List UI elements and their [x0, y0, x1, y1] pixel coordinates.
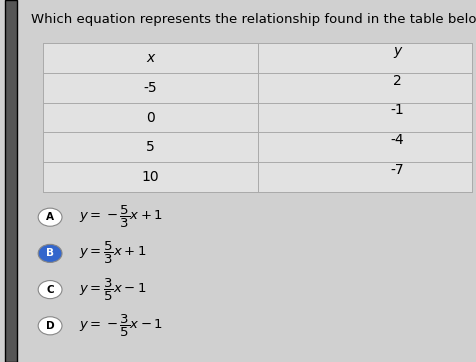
Text: $y = -\dfrac{3}{5}x - 1$: $y = -\dfrac{3}{5}x - 1$	[79, 313, 162, 339]
Text: -1: -1	[389, 103, 403, 117]
Text: 10: 10	[141, 170, 159, 184]
Text: C: C	[46, 285, 54, 295]
Text: y: y	[392, 44, 400, 58]
Text: D: D	[46, 321, 54, 331]
Text: x: x	[146, 51, 154, 65]
Text: -5: -5	[143, 81, 157, 95]
Text: $y = \dfrac{3}{5}x - 1$: $y = \dfrac{3}{5}x - 1$	[79, 277, 146, 303]
Text: Which equation represents the relationship found in the table below?: Which equation represents the relationsh…	[31, 13, 476, 26]
Text: 5: 5	[146, 140, 154, 154]
Text: B: B	[46, 248, 54, 258]
Text: $y = \dfrac{5}{3}x + 1$: $y = \dfrac{5}{3}x + 1$	[79, 240, 146, 266]
Text: 2: 2	[392, 73, 401, 88]
Text: $y = -\dfrac{5}{3}x + 1$: $y = -\dfrac{5}{3}x + 1$	[79, 204, 162, 230]
Text: 0: 0	[146, 111, 154, 125]
Text: A: A	[46, 212, 54, 222]
Text: -7: -7	[389, 163, 403, 177]
Text: -4: -4	[389, 133, 403, 147]
